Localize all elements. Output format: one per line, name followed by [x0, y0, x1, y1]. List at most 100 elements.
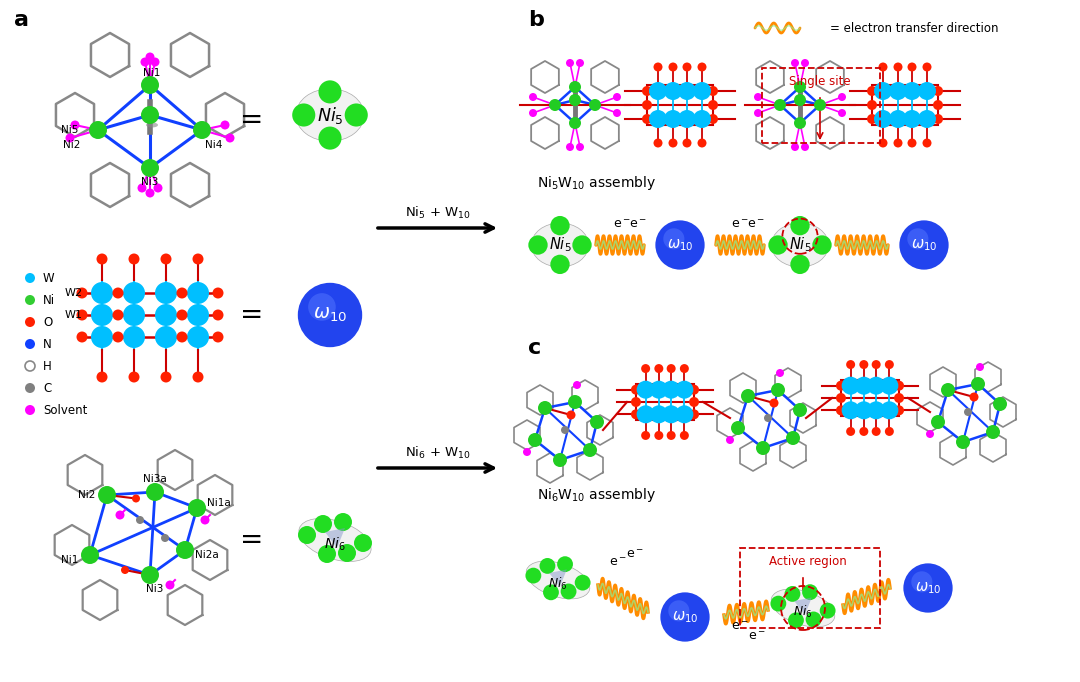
- Circle shape: [132, 494, 140, 503]
- Circle shape: [903, 82, 921, 100]
- Circle shape: [540, 558, 555, 574]
- Bar: [872, 85, 939, 125]
- Ellipse shape: [526, 561, 590, 599]
- Circle shape: [308, 293, 336, 321]
- Text: Ni5: Ni5: [60, 125, 78, 135]
- Circle shape: [841, 376, 860, 395]
- Circle shape: [529, 93, 537, 101]
- Circle shape: [754, 109, 762, 117]
- Circle shape: [764, 414, 772, 422]
- Circle shape: [771, 383, 785, 397]
- Circle shape: [689, 409, 699, 419]
- Circle shape: [193, 121, 211, 139]
- Ellipse shape: [296, 89, 364, 141]
- Circle shape: [123, 282, 145, 304]
- Text: Ni$_5$ + W$_{10}$: Ni$_5$ + W$_{10}$: [405, 205, 471, 221]
- Circle shape: [141, 159, 159, 177]
- Text: $\mathit{\omega}_{10}$: $\mathit{\omega}_{10}$: [672, 609, 699, 625]
- Bar: [636, 385, 694, 419]
- Circle shape: [794, 117, 806, 129]
- Circle shape: [838, 109, 846, 117]
- Circle shape: [698, 138, 706, 147]
- Circle shape: [900, 220, 948, 269]
- Circle shape: [812, 235, 832, 254]
- Circle shape: [867, 100, 877, 110]
- Circle shape: [642, 364, 650, 373]
- Circle shape: [201, 516, 210, 524]
- Circle shape: [613, 109, 621, 117]
- Circle shape: [91, 304, 113, 326]
- Bar: [740, 548, 880, 628]
- Circle shape: [121, 566, 129, 574]
- Circle shape: [662, 381, 680, 399]
- Circle shape: [557, 557, 573, 572]
- Text: Ni2: Ni2: [79, 490, 96, 500]
- Text: =: =: [241, 301, 264, 329]
- Circle shape: [664, 110, 681, 128]
- Circle shape: [669, 138, 677, 147]
- Circle shape: [793, 403, 807, 417]
- Circle shape: [838, 93, 846, 101]
- Text: $\mathit{\omega}_{10}$: $\mathit{\omega}_{10}$: [915, 580, 942, 596]
- Circle shape: [971, 377, 985, 391]
- Circle shape: [654, 364, 663, 373]
- Circle shape: [867, 401, 886, 419]
- Text: Single site: Single site: [789, 76, 851, 89]
- Circle shape: [642, 431, 650, 440]
- Circle shape: [814, 99, 826, 111]
- Circle shape: [976, 363, 984, 371]
- Circle shape: [918, 110, 936, 128]
- Circle shape: [926, 430, 934, 438]
- Text: e$^-$: e$^-$: [613, 218, 631, 231]
- Circle shape: [836, 393, 846, 403]
- Circle shape: [922, 63, 931, 72]
- Circle shape: [141, 76, 159, 94]
- Circle shape: [192, 372, 203, 383]
- Circle shape: [777, 369, 784, 377]
- Circle shape: [680, 431, 689, 440]
- Circle shape: [146, 53, 154, 61]
- Circle shape: [576, 143, 584, 151]
- Circle shape: [786, 431, 800, 445]
- Circle shape: [903, 110, 921, 128]
- Circle shape: [318, 545, 336, 563]
- Text: b: b: [528, 10, 544, 30]
- Text: $\mathit{\omega}_{10}$: $\mathit{\omega}_{10}$: [910, 237, 937, 253]
- Circle shape: [551, 254, 569, 274]
- Circle shape: [894, 381, 904, 391]
- Circle shape: [569, 81, 581, 93]
- Circle shape: [116, 511, 124, 520]
- Circle shape: [664, 82, 681, 100]
- Circle shape: [338, 544, 356, 562]
- Circle shape: [650, 405, 667, 424]
- Circle shape: [788, 612, 804, 628]
- Circle shape: [136, 516, 144, 524]
- Circle shape: [846, 360, 855, 369]
- Circle shape: [631, 385, 640, 395]
- Circle shape: [213, 288, 224, 299]
- Circle shape: [589, 99, 600, 111]
- Circle shape: [213, 331, 224, 342]
- Text: $\mathit{Ni}_6$: $\mathit{Ni}_6$: [324, 535, 346, 552]
- Circle shape: [931, 415, 945, 429]
- Circle shape: [165, 580, 175, 589]
- Circle shape: [650, 381, 667, 399]
- Text: e$^-$: e$^-$: [731, 621, 748, 634]
- Text: c: c: [528, 338, 541, 358]
- Text: Ni$_5$W$_{10}$ assembly: Ni$_5$W$_{10}$ assembly: [537, 174, 657, 192]
- Text: Ni3a: Ni3a: [144, 474, 167, 484]
- Circle shape: [986, 425, 1000, 439]
- Circle shape: [726, 436, 734, 444]
- Circle shape: [846, 427, 855, 436]
- Circle shape: [543, 584, 558, 600]
- Circle shape: [756, 441, 770, 455]
- Circle shape: [220, 121, 229, 130]
- Circle shape: [893, 138, 903, 147]
- Text: Ni1: Ni1: [144, 68, 161, 78]
- Circle shape: [993, 397, 1007, 411]
- Circle shape: [675, 381, 693, 399]
- Circle shape: [666, 364, 676, 373]
- Polygon shape: [550, 569, 567, 587]
- Circle shape: [569, 117, 581, 129]
- Circle shape: [836, 381, 846, 391]
